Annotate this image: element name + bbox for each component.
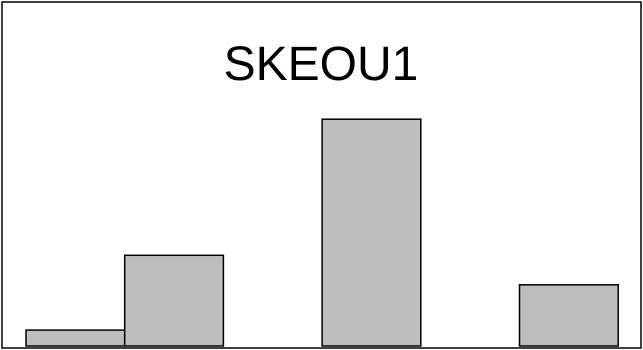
bar-2	[123, 254, 225, 347]
bar-1	[25, 329, 126, 347]
bars-group	[25, 118, 619, 347]
bar-4	[321, 118, 422, 347]
chart-title: SKEOU1	[224, 38, 419, 91]
bar-6	[518, 284, 619, 347]
